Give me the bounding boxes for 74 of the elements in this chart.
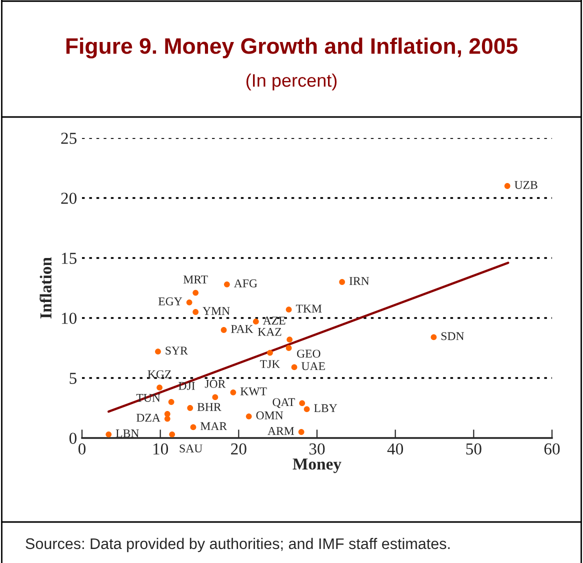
x-tick-label: 20 (231, 443, 246, 455)
point (430, 334, 437, 340)
point (192, 309, 199, 315)
annotation: YMN (202, 307, 230, 315)
annotation: SYR (166, 346, 188, 355)
annotation: OMN (256, 411, 284, 420)
annotation: GEO (297, 350, 320, 358)
point (286, 336, 293, 343)
y-tick-label: 10 (62, 312, 77, 324)
point (155, 348, 161, 355)
annotation: KAZ (258, 328, 282, 336)
point (504, 183, 510, 189)
point (212, 394, 218, 400)
chart-title: Figure 9. Money Growth and Inflation, 2005 (66, 38, 518, 58)
annotation: KGZ (148, 370, 172, 378)
annotation: SDN (441, 332, 464, 340)
point (299, 400, 306, 406)
annotation: MRT (183, 276, 208, 284)
annotation: LBY (314, 404, 338, 412)
y-tick-label: 15 (62, 252, 76, 264)
x-tick-label: 0 (78, 443, 86, 455)
annotation: SAU (180, 444, 202, 452)
point (304, 406, 310, 412)
point (164, 411, 170, 417)
point (187, 405, 194, 411)
point (298, 429, 304, 435)
point (291, 364, 298, 370)
point (339, 279, 346, 285)
point (267, 350, 273, 356)
annotation: UAE (301, 362, 325, 370)
point (169, 431, 176, 438)
point (286, 345, 292, 351)
annotation: TKM (296, 304, 322, 312)
x-tick-label: 50 (466, 443, 482, 455)
point (190, 424, 196, 430)
point (252, 318, 259, 325)
point (168, 399, 174, 405)
annotation: DZA (136, 414, 160, 422)
x-tick-label: 30 (309, 443, 325, 455)
point (230, 389, 236, 396)
annotation: EGY (158, 297, 182, 306)
x-tick-label: 40 (387, 443, 404, 455)
annotation: TJK (260, 360, 280, 368)
point (106, 431, 112, 438)
source-note: Sources: Data provided by authorities; and IMF staff estimates. (26, 538, 450, 552)
annotation: LBN (116, 430, 139, 438)
annotation: JOR (204, 380, 226, 388)
annotation: ARM (268, 427, 294, 435)
y-tick-label: 20 (61, 192, 77, 204)
y-tick-label: 5 (70, 372, 76, 384)
y-axis-title: Inflation (40, 257, 52, 318)
annotation: AFG (234, 279, 258, 288)
y-tick-label: 25 (61, 132, 76, 144)
annotation: MAR (200, 422, 228, 430)
x-tick-label: 60 (544, 443, 560, 455)
annotation: IRN (349, 277, 370, 285)
x-tick-label: 10 (153, 443, 168, 455)
point (156, 384, 162, 391)
chart-subtitle: (In percent) (246, 74, 337, 90)
annotation: DJI (178, 382, 195, 390)
point (186, 299, 192, 306)
annotation: KWT (240, 388, 267, 396)
annotation: QAT (272, 398, 295, 408)
point (286, 306, 292, 313)
point (220, 327, 227, 333)
annotation: BHR (197, 403, 222, 411)
annotation: AZE (262, 316, 286, 324)
annotation: PAK (231, 325, 254, 333)
point (246, 413, 252, 420)
point (224, 281, 230, 288)
annotation: UZB (514, 181, 538, 189)
x-axis-title: Money (292, 458, 342, 474)
point (192, 290, 199, 296)
y-tick-label: 0 (69, 432, 77, 444)
